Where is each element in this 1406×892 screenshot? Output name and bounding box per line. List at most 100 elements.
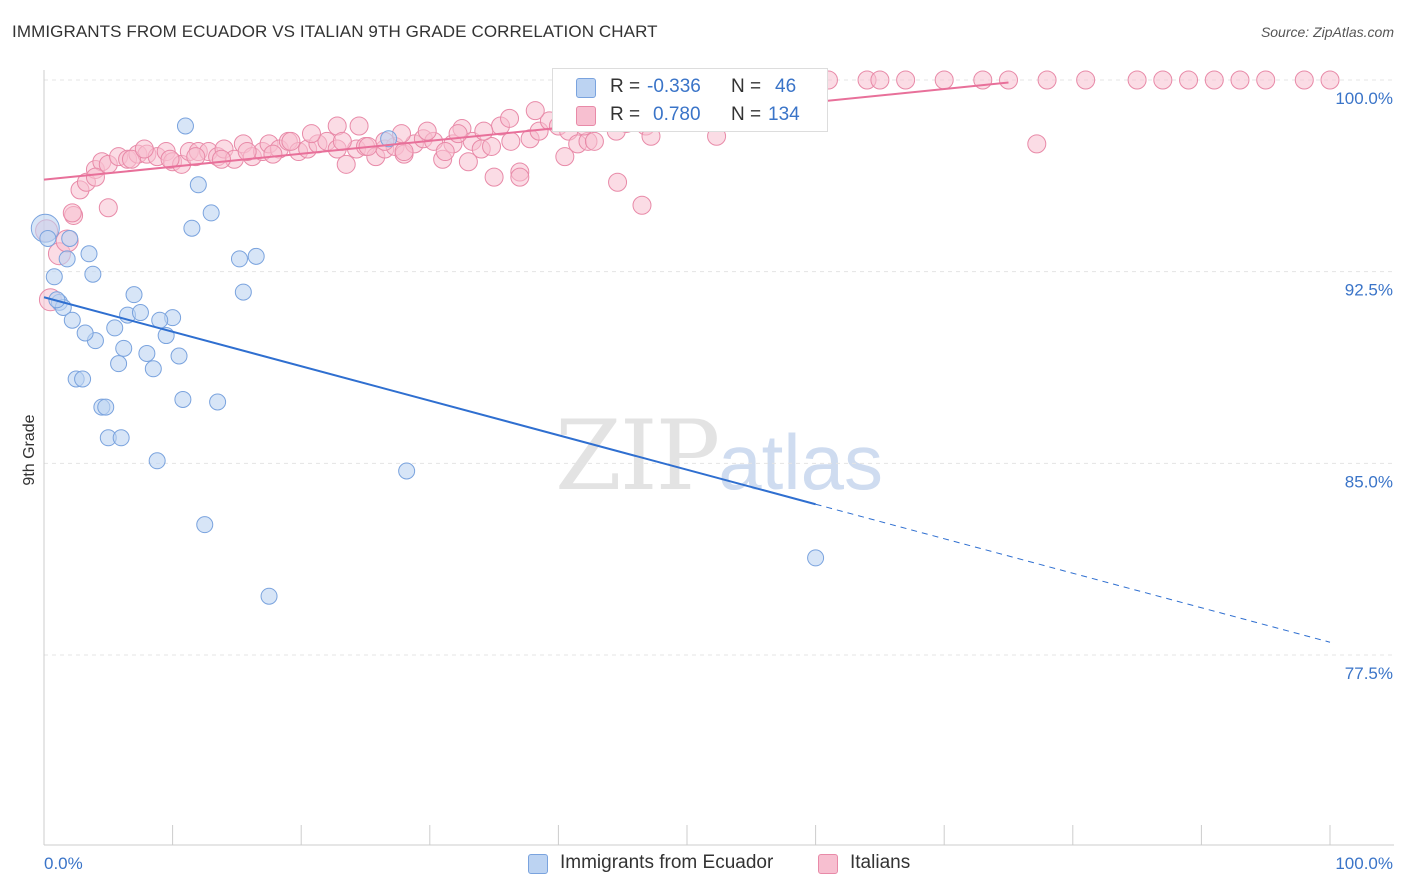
legend-n-value: 134 bbox=[768, 104, 800, 125]
italians-point bbox=[934, 70, 954, 90]
italians-point bbox=[1204, 70, 1224, 90]
italians-point bbox=[394, 142, 414, 162]
ecuador-point bbox=[39, 229, 57, 247]
ecuador-point bbox=[230, 250, 248, 268]
legend-n-label: N = bbox=[731, 104, 762, 125]
y-tick-label: 92.5% bbox=[1345, 281, 1393, 300]
italians-point bbox=[584, 131, 604, 151]
italians-point bbox=[98, 198, 118, 218]
italians-point bbox=[870, 70, 890, 90]
ecuador-point bbox=[125, 286, 143, 304]
ecuador-point bbox=[131, 304, 149, 322]
italians-point bbox=[999, 70, 1018, 90]
legend-swatch-pink bbox=[576, 106, 596, 126]
ecuador-point bbox=[138, 344, 156, 362]
legend-n-value: 46 bbox=[775, 76, 797, 97]
legend-row-ecuador: R = -0.336 N = 46 bbox=[553, 73, 827, 101]
italians-point bbox=[510, 167, 530, 187]
italians-point bbox=[474, 121, 494, 141]
ecuador-point bbox=[807, 549, 825, 567]
ecuador-point bbox=[183, 219, 201, 237]
legend-n-label: N = bbox=[731, 76, 762, 97]
ecuador-point bbox=[80, 245, 98, 263]
ecuador-point bbox=[260, 587, 278, 605]
legend-r-value: -0.336 bbox=[647, 76, 701, 97]
italians-point bbox=[555, 147, 575, 167]
italians-point bbox=[896, 70, 916, 90]
italians-point bbox=[484, 167, 504, 187]
ecuador-point bbox=[196, 516, 214, 534]
ecuador-point bbox=[106, 319, 124, 337]
italians-point bbox=[85, 167, 105, 187]
italians-point bbox=[1320, 70, 1340, 90]
ecuador-trend-line-dashed bbox=[815, 503, 1331, 643]
italians-point bbox=[417, 121, 437, 141]
legend-swatch-blue bbox=[576, 78, 596, 98]
italians-point bbox=[301, 124, 321, 144]
italians-point bbox=[121, 149, 141, 169]
ecuador-point bbox=[398, 462, 416, 480]
watermark: ZIPatlas bbox=[555, 400, 883, 512]
italians-point bbox=[1256, 70, 1276, 90]
ecuador-point bbox=[247, 247, 265, 265]
x-tick-label: 0.0% bbox=[44, 854, 83, 873]
ecuador-trend-line bbox=[43, 296, 816, 506]
italians-point bbox=[482, 136, 502, 156]
italians-point bbox=[1179, 70, 1199, 90]
italians-point bbox=[1037, 70, 1057, 90]
italians-point bbox=[1127, 70, 1147, 90]
y-tick-label: 100.0% bbox=[1335, 89, 1393, 108]
italians-point bbox=[525, 101, 545, 121]
x-tick-label: 100.0% bbox=[1335, 854, 1393, 873]
legend-label-italians: Italians bbox=[850, 852, 911, 873]
ecuador-point bbox=[84, 265, 102, 283]
ecuador-point bbox=[115, 339, 133, 357]
ecuador-point bbox=[144, 360, 162, 378]
ecuador-point bbox=[45, 268, 63, 286]
legend-swatch-blue bbox=[528, 854, 548, 874]
ecuador-point bbox=[74, 370, 92, 388]
watermark-atlas: atlas bbox=[718, 418, 883, 506]
ecuador-point bbox=[176, 117, 194, 135]
ecuador-point bbox=[234, 283, 252, 301]
italians-point bbox=[263, 144, 283, 164]
italians-point bbox=[1027, 134, 1047, 154]
italians-point bbox=[336, 154, 356, 174]
ecuador-point bbox=[97, 398, 115, 416]
italians-point bbox=[281, 131, 301, 151]
italians-point bbox=[1153, 70, 1173, 90]
y-tick-label: 85.0% bbox=[1345, 472, 1393, 491]
italians-point bbox=[1294, 70, 1314, 90]
source-label: Source: ZipAtlas.com bbox=[1260, 24, 1394, 40]
ecuador-point bbox=[110, 355, 128, 373]
legend-r-value: 0.780 bbox=[653, 104, 701, 125]
ecuador-point bbox=[170, 347, 188, 365]
italians-point bbox=[211, 149, 231, 169]
italians-point bbox=[632, 195, 652, 215]
italians-point bbox=[1076, 70, 1096, 90]
legend-label-ecuador: Immigrants from Ecuador bbox=[560, 852, 774, 873]
ecuador-point bbox=[63, 311, 81, 329]
italians-point bbox=[62, 203, 82, 223]
italians-point bbox=[160, 149, 180, 169]
ecuador-point bbox=[380, 130, 398, 148]
y-tick-label: 77.5% bbox=[1345, 664, 1393, 683]
chart-title: IMMIGRANTS FROM ECUADOR VS ITALIAN 9TH G… bbox=[12, 22, 658, 41]
legend-r-label: R = bbox=[610, 76, 641, 97]
ecuador-point bbox=[58, 250, 76, 268]
italians-point bbox=[501, 131, 521, 151]
italians-point bbox=[608, 172, 628, 192]
italians-point bbox=[186, 147, 206, 167]
legend-r-label: R = bbox=[610, 104, 641, 125]
italians-point bbox=[1230, 70, 1250, 90]
ecuador-point bbox=[61, 229, 79, 247]
ecuador-point bbox=[189, 176, 207, 194]
ecuador-point bbox=[174, 390, 192, 408]
legend-box: R = -0.336 N = 46 R = 0.780 N = 134 bbox=[552, 68, 828, 132]
italians-point bbox=[435, 142, 455, 162]
ecuador-point bbox=[112, 429, 130, 447]
ecuador-point bbox=[202, 204, 220, 222]
italians-point bbox=[349, 116, 369, 136]
legend-swatch-pink bbox=[818, 854, 838, 874]
